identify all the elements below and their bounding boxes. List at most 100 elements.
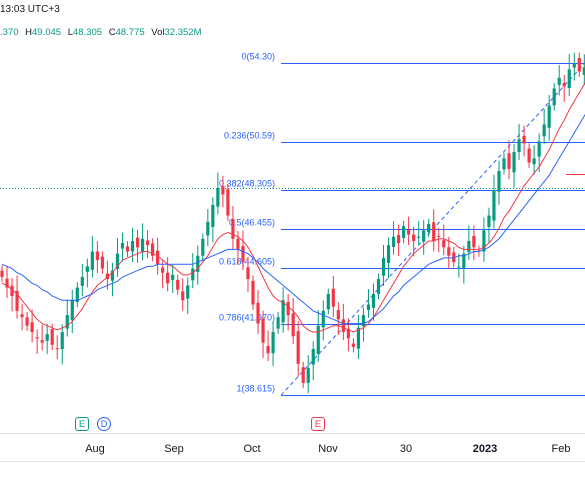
- candle-body: [35, 337, 39, 339]
- candle-body: [331, 288, 335, 307]
- candle-body: [221, 186, 225, 195]
- candle-body: [241, 246, 245, 263]
- candle-body: [50, 329, 54, 345]
- candlesticks: [0, 52, 585, 394]
- candle-body: [15, 290, 19, 311]
- candle-body: [437, 235, 441, 237]
- candle-body: [80, 276, 84, 286]
- high-value: 49.045: [32, 27, 62, 38]
- high-label: H: [25, 27, 33, 38]
- candle-body: [156, 250, 160, 265]
- candle-body: [577, 57, 581, 72]
- candle-body: [201, 238, 205, 256]
- candle-body: [301, 367, 305, 383]
- candle-body: [115, 253, 120, 269]
- candle-body: [402, 226, 406, 238]
- candle-body: [376, 279, 381, 294]
- candle-body: [537, 141, 541, 157]
- time-axis-label: Oct: [243, 443, 260, 455]
- candle-body: [186, 285, 190, 299]
- candle-body: [25, 317, 29, 326]
- candle-body: [236, 238, 240, 250]
- time-axis-label: 30: [400, 443, 412, 455]
- fib-level-label: 0.5(46.455): [229, 218, 275, 228]
- candle-body: [30, 322, 34, 333]
- candle-body: [326, 293, 330, 310]
- candle-body: [492, 190, 496, 221]
- candle-body: [341, 319, 345, 333]
- candle-body: [391, 236, 396, 247]
- candle-body: [0, 270, 4, 277]
- candle-body: [547, 105, 551, 128]
- time-axis-label: Feb: [552, 443, 571, 455]
- candle-body: [90, 251, 94, 270]
- candle-body: [60, 332, 64, 349]
- candle-body: [517, 139, 521, 152]
- candle-body: [582, 67, 585, 75]
- fib-level-label: 0(54.30): [241, 52, 275, 62]
- ohlc-readout: .370 H49.045 L48.305 C48.775 Vol32.352M: [0, 27, 206, 38]
- dividend-event-icon[interactable]: D: [97, 417, 111, 431]
- candle-body: [542, 124, 546, 137]
- candle-body: [366, 304, 371, 311]
- candle-body: [381, 257, 386, 276]
- time-axis: Aug Sep Oct Nov 30 2023 Feb: [85, 443, 570, 455]
- candle-body: [20, 314, 24, 318]
- candle-body: [522, 135, 526, 144]
- fib-level-label: 0.618(44.605): [219, 257, 275, 267]
- candle-body: [452, 252, 456, 263]
- fib-level-label: 0.786(41.970): [219, 313, 275, 323]
- volume-label: Vol: [151, 27, 165, 38]
- moving-average-slow-line: [1, 113, 585, 325]
- candle-body: [562, 82, 566, 87]
- axis-lines: [0, 188, 585, 462]
- candle-body: [151, 243, 155, 256]
- candle-body: [306, 368, 310, 383]
- candle-body: [135, 237, 140, 248]
- candle-body: [487, 215, 491, 227]
- candle-body: [40, 340, 44, 343]
- candle-body: [316, 325, 320, 355]
- close-label: C: [108, 27, 116, 38]
- candle-body: [45, 334, 49, 341]
- candle-body: [356, 327, 361, 349]
- candle-body: [482, 230, 486, 252]
- candle-body: [462, 253, 466, 269]
- moving-average-fast-line: [1, 82, 585, 333]
- candle-body: [371, 293, 376, 308]
- candle-body: [557, 77, 561, 86]
- low-value: 48.305: [73, 27, 103, 38]
- candle-body: [512, 151, 516, 173]
- time-axis-label: 2023: [473, 443, 497, 455]
- fib-level-label: 1(38.615): [236, 384, 275, 394]
- moving-averages: [1, 82, 585, 333]
- candle-body: [567, 69, 571, 88]
- candle-body: [281, 300, 285, 323]
- candle-body: [271, 332, 275, 354]
- candle-body: [396, 235, 401, 244]
- candle-body: [5, 278, 9, 288]
- open-value: .370: [0, 27, 19, 38]
- upcoming-earnings-event-icon[interactable]: E: [311, 417, 325, 431]
- candle-body: [527, 148, 531, 163]
- earnings-event-icon[interactable]: E: [75, 417, 89, 431]
- candle-body: [286, 301, 290, 316]
- candle-body: [467, 240, 471, 252]
- candle-body: [417, 236, 421, 238]
- candle-body: [351, 343, 355, 347]
- candle-body: [176, 279, 180, 290]
- candle-body: [130, 240, 135, 252]
- candle-body: [226, 189, 230, 216]
- candle-body: [442, 240, 446, 248]
- fib-level-label: 0.382(48.305): [219, 179, 275, 189]
- candle-body: [100, 256, 104, 269]
- time-axis-label: Sep: [164, 443, 184, 455]
- candle-body: [55, 348, 59, 350]
- candle-body: [246, 267, 250, 280]
- time-axis-label: Nov: [318, 443, 338, 455]
- candle-body: [75, 287, 79, 302]
- candle-body: [206, 221, 210, 236]
- candle-body: [140, 238, 145, 253]
- candle-body: [266, 346, 270, 354]
